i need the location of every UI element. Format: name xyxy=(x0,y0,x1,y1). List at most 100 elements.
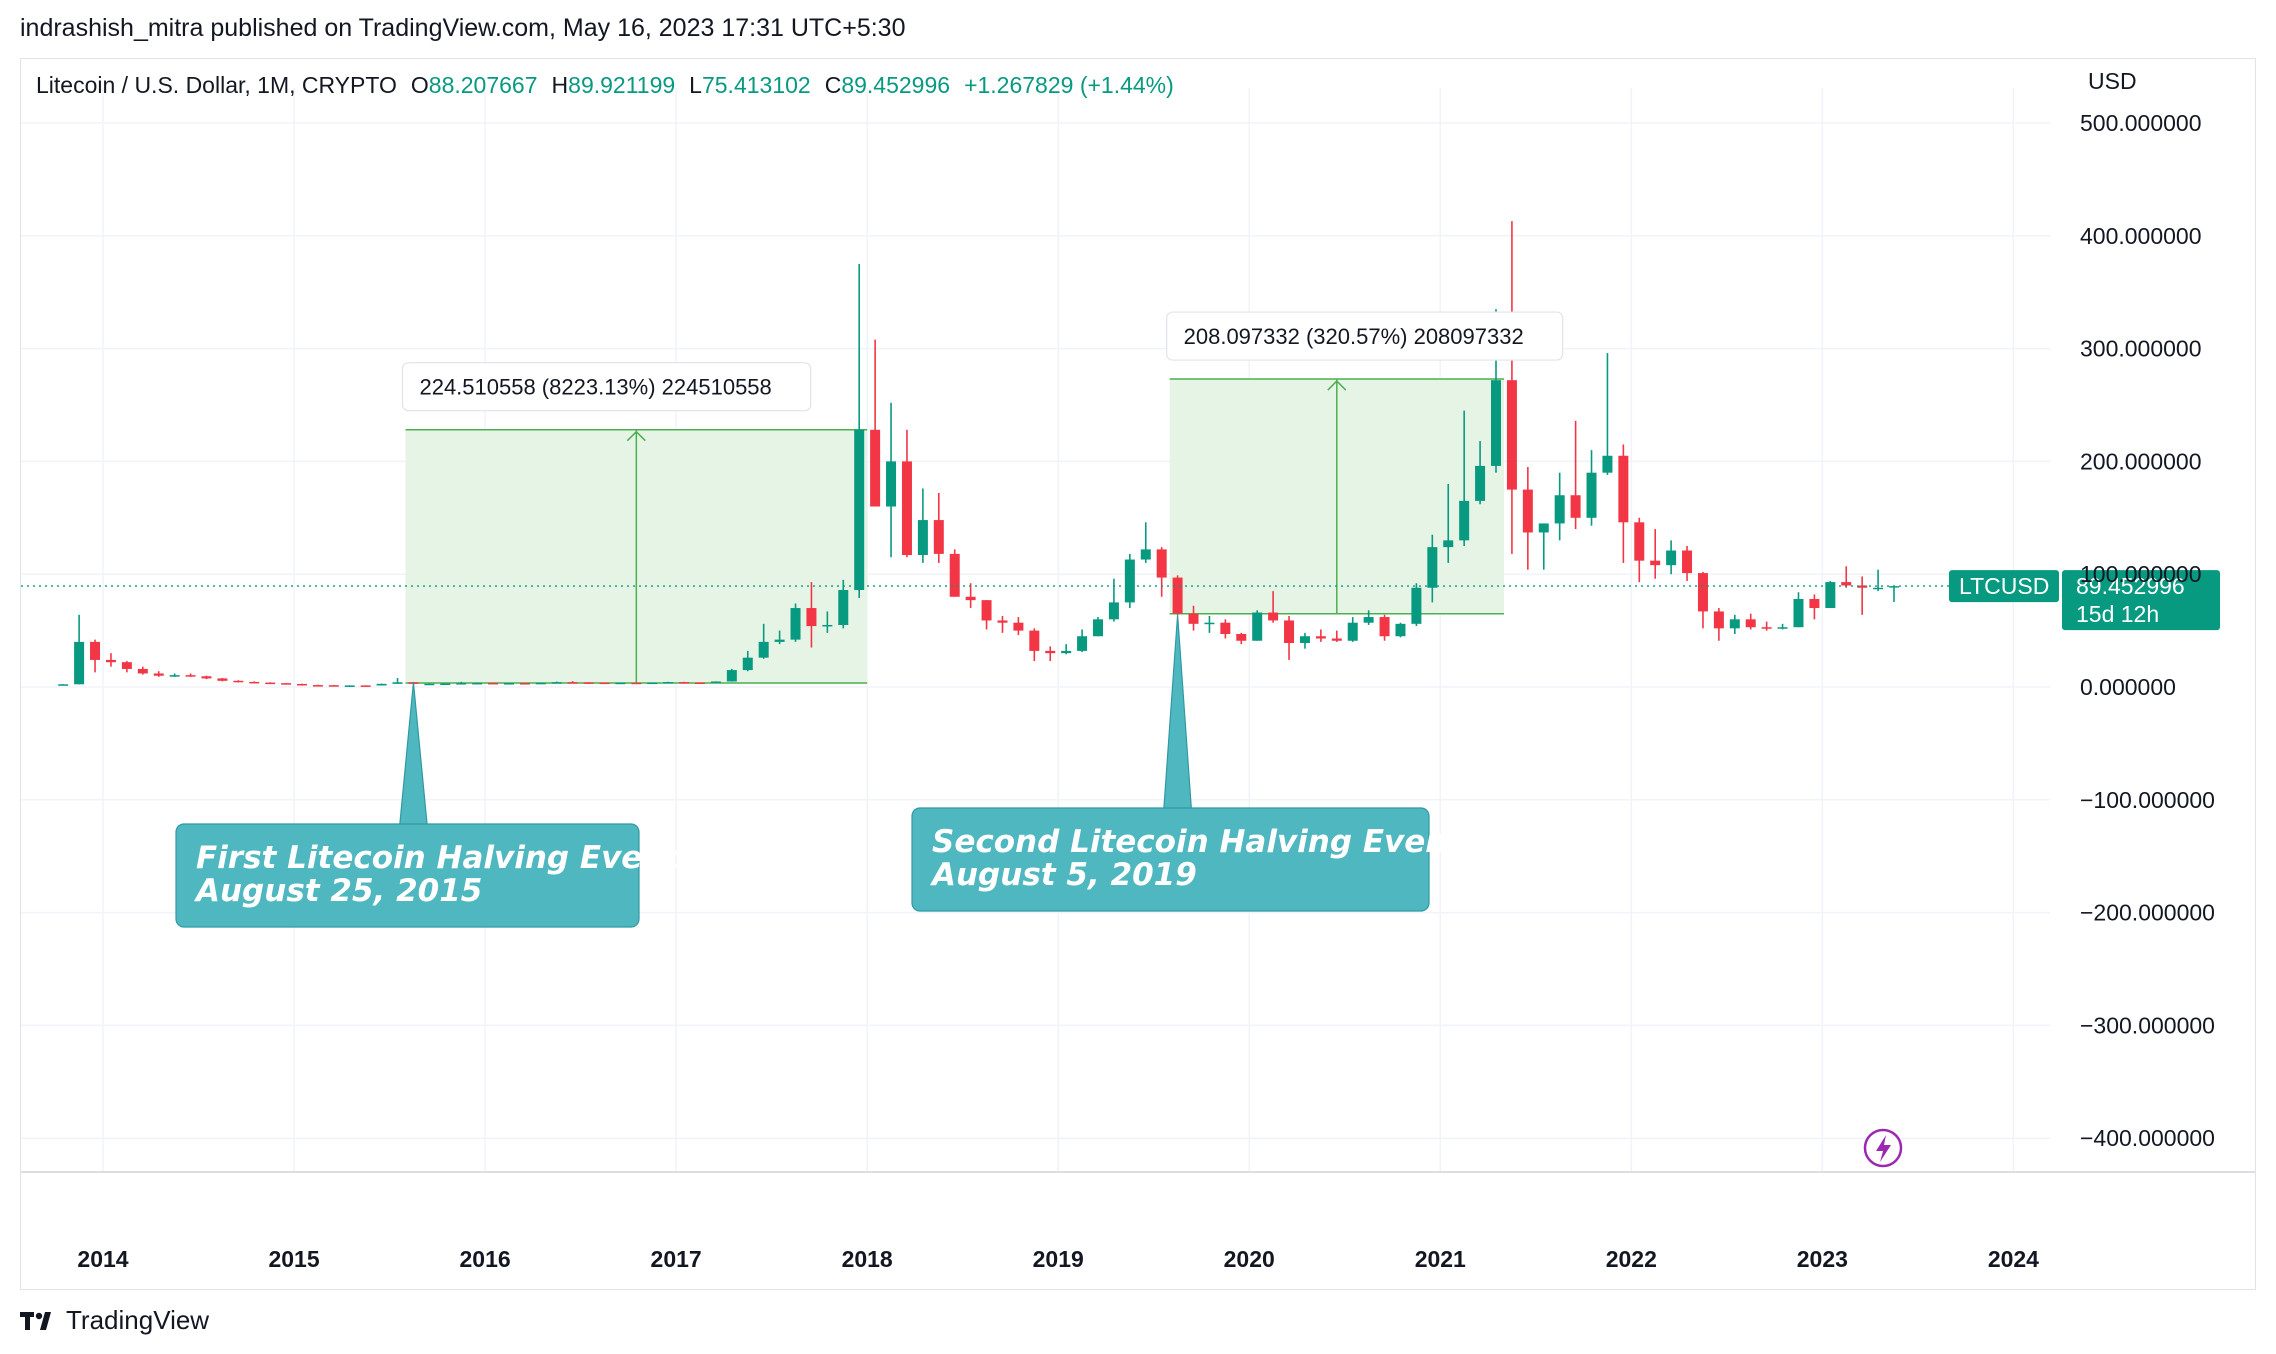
candle-body xyxy=(806,608,817,627)
overlay: 224.510558 (8223.13%) 224510558 208.09733… xyxy=(21,311,2220,1168)
x-tick-label: 2017 xyxy=(651,1246,702,1272)
currency-label[interactable]: USD xyxy=(2088,68,2137,94)
candle-body xyxy=(1889,586,1899,588)
measure-label: 208.097332 (320.57%) 208097332 xyxy=(1166,311,1564,361)
candle-body xyxy=(1347,622,1358,641)
measure-label-text: 224.510558 (8223.13%) 224510558 xyxy=(419,375,771,400)
candle-body xyxy=(679,682,690,684)
candle-body xyxy=(1363,617,1374,623)
grid xyxy=(21,88,2255,1173)
callout-line-2: August 25, 2015 xyxy=(193,873,482,909)
measure-label: 224.510558 (8223.13%) 224510558 xyxy=(401,362,812,412)
candle-body xyxy=(854,429,865,590)
candle-body xyxy=(981,600,992,621)
chart-frame xyxy=(20,58,2256,1290)
candle-body xyxy=(965,596,976,601)
candle-body xyxy=(1713,611,1724,629)
candle-body xyxy=(503,683,514,685)
high-label: H xyxy=(551,72,569,98)
y-tick-label: 100.000000 xyxy=(2080,561,2202,587)
tradingview-logo-icon xyxy=(20,1311,51,1330)
measure-label-text: 208.097332 (320.57%) 208097332 xyxy=(1184,324,1524,349)
candle-body xyxy=(137,668,148,674)
candle-body xyxy=(647,682,658,685)
ohlc-legend: Litecoin / U.S. Dollar, 1M, CRYPTO O88.20… xyxy=(36,72,1174,99)
candle-body xyxy=(472,682,483,685)
y-tick-label: −100.000000 xyxy=(2080,787,2215,813)
measure-arrow-head xyxy=(1327,379,1347,391)
candle-body xyxy=(74,641,85,685)
candle-body xyxy=(1538,523,1549,533)
candle-body xyxy=(90,641,101,660)
candle-body xyxy=(1299,636,1310,644)
candle-body xyxy=(376,683,387,686)
y-tick-label: −200.000000 xyxy=(2080,900,2215,926)
candle-body xyxy=(424,683,435,686)
candle-body xyxy=(519,683,530,685)
y-tick-label: −400.000000 xyxy=(2080,1125,2215,1151)
candle-body xyxy=(488,682,499,685)
candle-body xyxy=(1506,380,1517,490)
candle-body xyxy=(886,461,897,507)
x-tick-label: 2020 xyxy=(1224,1246,1275,1272)
x-tick-label: 2024 xyxy=(1988,1246,2039,1272)
candle-body xyxy=(1124,559,1135,603)
candle-body xyxy=(1570,495,1581,518)
candle-body xyxy=(1634,522,1645,561)
callout-pointer xyxy=(398,682,429,829)
candle-body xyxy=(1443,540,1454,548)
open-value: 88.207667 xyxy=(428,72,538,98)
candle-body xyxy=(1809,599,1820,609)
candle-body xyxy=(1554,495,1565,524)
x-tick-label: 2019 xyxy=(1033,1246,1084,1272)
candle-body xyxy=(249,681,260,684)
x-tick-label: 2015 xyxy=(268,1246,319,1272)
candle-body xyxy=(742,657,753,671)
candle-body xyxy=(201,676,212,679)
x-tick-label: 2021 xyxy=(1415,1246,1466,1272)
symbol-badge-text: LTCUSD xyxy=(1959,573,2049,599)
candle-body xyxy=(870,429,881,507)
published-line: indrashish_mitra published on TradingVie… xyxy=(20,14,906,42)
candles xyxy=(58,221,1899,687)
callout-line-2: August 5, 2019 xyxy=(929,857,1197,893)
price-badge xyxy=(2062,570,2220,631)
callout-line-1: First Litecoin Halving Event xyxy=(196,840,680,876)
candle-body xyxy=(169,675,180,677)
candle-body xyxy=(535,682,546,685)
candle-body xyxy=(1729,619,1740,629)
candle-body xyxy=(344,685,355,687)
callout-line-1: Second Litecoin Halving Event xyxy=(932,824,1463,860)
open-label: O xyxy=(410,72,429,98)
candle-body xyxy=(1108,602,1119,620)
measure-label-box xyxy=(1166,311,1564,361)
candle-body xyxy=(917,520,928,556)
candle-body xyxy=(551,682,562,684)
x-tick-label: 2018 xyxy=(842,1246,893,1272)
candle-body xyxy=(615,682,626,685)
symbol-badge xyxy=(1949,570,2059,603)
candle-body xyxy=(1873,587,1884,590)
x-tick-label: 2022 xyxy=(1606,1246,1657,1272)
candle-body xyxy=(1331,638,1342,641)
callout-box xyxy=(911,807,1430,912)
candle-body xyxy=(1427,547,1438,588)
measure-label-box xyxy=(401,362,812,412)
measurements xyxy=(405,378,1504,684)
candle-body xyxy=(440,683,451,686)
candle-body xyxy=(774,639,785,642)
brand-name: TradingView xyxy=(66,1305,210,1335)
candle-body xyxy=(1666,550,1677,566)
candle-body xyxy=(312,685,323,687)
tradingview-brand[interactable]: TradingView xyxy=(20,1305,209,1336)
change-value: +1.267829 (+1.44%) xyxy=(964,72,1174,98)
symbol-title[interactable]: Litecoin / U.S. Dollar, 1M, CRYPTO xyxy=(36,72,397,98)
x-tick-label: 2014 xyxy=(77,1246,128,1272)
candle-body xyxy=(663,682,674,684)
flash-icon[interactable] xyxy=(1863,1128,1903,1168)
candle-body xyxy=(901,461,912,556)
x-tick-label: 2023 xyxy=(1797,1246,1848,1272)
candle-body xyxy=(58,684,69,686)
